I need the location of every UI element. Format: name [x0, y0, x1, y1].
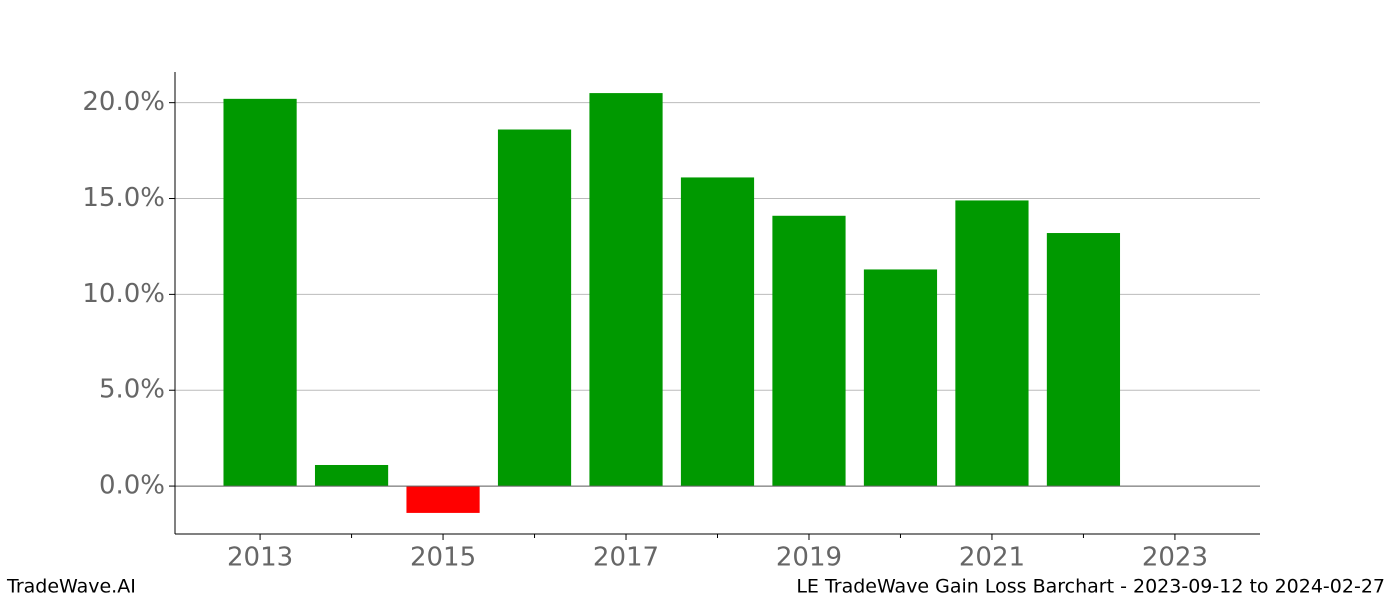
x-tick-label: 2017: [593, 543, 659, 573]
bar: [772, 215, 846, 487]
bar: [955, 200, 1029, 487]
x-tick-label: 2023: [1142, 543, 1208, 573]
bar: [863, 269, 938, 487]
bar: [589, 93, 663, 487]
bar: [223, 98, 297, 487]
x-tick-label: 2015: [410, 543, 476, 573]
footer-right: LE TradeWave Gain Loss Barchart - 2023-0…: [796, 576, 1385, 598]
bar: [1046, 233, 1121, 487]
x-tick-label: 2019: [776, 543, 842, 573]
y-tick-label: 5.0%: [99, 375, 165, 405]
x-tick-label: 2021: [959, 543, 1025, 573]
bar: [406, 486, 480, 513]
bar: [680, 177, 755, 487]
y-tick-label: 10.0%: [82, 279, 165, 309]
y-tick-label: 20.0%: [82, 87, 165, 117]
bar: [314, 464, 389, 487]
x-tick-label: 2013: [227, 543, 293, 573]
y-tick-label: 0.0%: [99, 471, 165, 501]
footer-left: TradeWave.AI: [6, 576, 136, 598]
y-tick-label: 15.0%: [82, 183, 165, 213]
bar: [497, 129, 572, 487]
